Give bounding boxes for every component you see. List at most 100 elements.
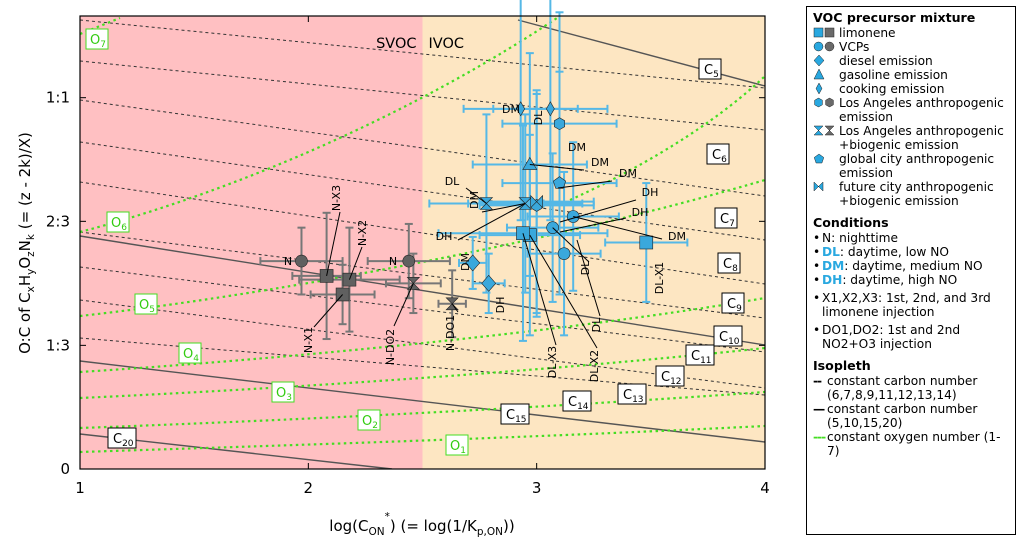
bullet: • bbox=[813, 245, 821, 259]
carbon-isopleth-c10 bbox=[80, 235, 765, 346]
leader-line bbox=[393, 283, 414, 327]
label-vcp-dh: DH bbox=[436, 230, 453, 243]
carbon-isopleth-dashed bbox=[80, 299, 765, 389]
carbon-label-c5: C5 bbox=[698, 58, 722, 80]
oxygen-label-o5: O5 bbox=[134, 293, 158, 315]
data-point bbox=[557, 247, 571, 260]
carbon-isopleth-dashed bbox=[80, 181, 765, 285]
condition-code: N bbox=[822, 231, 832, 245]
carbon-isopleth-dashed bbox=[80, 266, 765, 353]
condition-desc: : nighttime bbox=[831, 231, 898, 245]
legend-label: Los Angeles anthropogenic +biogenic emis… bbox=[839, 124, 1004, 152]
label-limonene-dl-x1: DL-X1 bbox=[653, 262, 666, 294]
carbon-isopleth-dashed bbox=[80, 231, 765, 319]
svg-text:C15: C15 bbox=[506, 408, 527, 425]
legend-hourglass-pair-icon bbox=[813, 125, 835, 136]
condition-code: DH bbox=[822, 273, 843, 287]
oxygen-isopleth-o2 bbox=[80, 390, 765, 430]
x-tick-label: 4 bbox=[760, 479, 770, 497]
label-laab-dl: DL bbox=[445, 175, 460, 188]
plot-frame bbox=[79, 15, 766, 470]
legend-label: limonene bbox=[839, 26, 896, 40]
y-tick-label: 0 bbox=[60, 460, 70, 478]
leader-line bbox=[457, 203, 526, 241]
injection-text: DO1,DO2: 1st and 2nd NO2+O3 injection bbox=[822, 323, 961, 351]
legend-item: cooking emission bbox=[813, 82, 1009, 96]
condition-desc: : daytime, medium NO bbox=[844, 259, 983, 273]
condition-desc: : daytime, high NO bbox=[842, 273, 958, 287]
data-point bbox=[553, 117, 566, 131]
svg-text:O1: O1 bbox=[450, 439, 466, 456]
svg-text:C6: C6 bbox=[712, 148, 727, 165]
svg-text:O5: O5 bbox=[139, 298, 155, 315]
svg-text:C10: C10 bbox=[719, 330, 740, 347]
svg-text:C13: C13 bbox=[623, 388, 644, 405]
condition-item: • DM: daytime, medium NO bbox=[813, 259, 1009, 273]
svg-text:O6: O6 bbox=[111, 216, 127, 233]
label-laa-dm: DM bbox=[568, 141, 586, 154]
legend-bowtie-icon bbox=[813, 181, 824, 192]
carbon-label-c7: C7 bbox=[714, 207, 738, 229]
carbon-label-c9: C9 bbox=[721, 292, 745, 314]
carbon-isopleth-dashed bbox=[80, 60, 765, 131]
legend-marker bbox=[813, 152, 839, 166]
legend-marker bbox=[813, 68, 839, 82]
leader-line bbox=[326, 211, 341, 277]
injection-note: • X1,X2,X3: 1st, 2nd, and 3rd limonene in… bbox=[813, 291, 1009, 319]
legend-label: VCPs bbox=[839, 40, 870, 54]
svg-text:C14: C14 bbox=[568, 395, 589, 412]
legend-label: cooking emission bbox=[839, 82, 945, 96]
legend-label: diesel emission bbox=[839, 54, 933, 68]
condition-item: • N: nighttime bbox=[813, 231, 1009, 245]
y-tick-label: 1:3 bbox=[46, 336, 70, 354]
label-limonene-dl-x3: DL-X3 bbox=[546, 346, 559, 378]
legend-item: Los Angeles anthropogenic +biogenic emis… bbox=[813, 124, 1009, 152]
label-laab-n-do1: N-DO1 bbox=[444, 315, 457, 351]
leader-line bbox=[552, 227, 590, 263]
legend-label: gasoline emission bbox=[839, 68, 948, 82]
label-limonene-dl-x2: DL-X2 bbox=[588, 350, 601, 382]
label-vcp-dl2: DL bbox=[590, 317, 603, 332]
region-label-svoc: SVOC bbox=[376, 36, 416, 52]
oxygen-label-o4: O4 bbox=[178, 342, 202, 364]
data-point bbox=[295, 254, 308, 268]
leader-line bbox=[529, 234, 598, 349]
conditions-title: Conditions bbox=[813, 215, 889, 230]
leader-line bbox=[481, 203, 526, 213]
region-svoc bbox=[80, 16, 423, 469]
oxygen-isopleth-o4 bbox=[80, 296, 765, 374]
legend-marker bbox=[813, 40, 839, 54]
carbon-label-c11: C11 bbox=[685, 344, 715, 366]
oxygen-isopleth-o3 bbox=[80, 346, 765, 400]
legend-item: limonene bbox=[813, 26, 1009, 40]
carbon-label-c20: C20 bbox=[107, 427, 137, 449]
isopleth-legend-label: constant carbon number (5,10,15,20) bbox=[827, 402, 978, 430]
injection-note: • DO1,DO2: 1st and 2nd NO2+O3 injection bbox=[813, 323, 1009, 351]
label-cooking-dm: DM bbox=[502, 103, 520, 116]
label-diesel-dh: DH bbox=[494, 297, 507, 314]
y-axis-label: O:C of CxHyOzNk (= (z - 2k)/X) bbox=[16, 132, 37, 354]
bullet: • bbox=[813, 231, 821, 245]
oxygen-isopleth-o6 bbox=[80, 16, 561, 234]
leader-line bbox=[313, 294, 343, 328]
label-diesel-dm: DM bbox=[459, 253, 472, 271]
isopleth-legend-item: --- constant oxygen number (1-7) bbox=[813, 430, 1009, 458]
label-gasoline-dm: DM bbox=[591, 156, 609, 169]
leader-line bbox=[559, 199, 637, 223]
legend-triangle-icon bbox=[813, 68, 825, 80]
data-point bbox=[481, 274, 497, 292]
data-point bbox=[530, 194, 543, 209]
isopleth-line-icon: — bbox=[813, 402, 825, 416]
isopleth-title: Isopleth bbox=[813, 358, 871, 373]
x-tick-label: 1 bbox=[75, 479, 85, 497]
label-vcp-n1: N bbox=[284, 255, 292, 268]
svg-text:O4: O4 bbox=[183, 347, 199, 364]
carbon-label-c6: C6 bbox=[706, 143, 730, 165]
bullet: • bbox=[813, 273, 821, 287]
legend-diamond-icon bbox=[813, 54, 825, 67]
label-limonene-n-x1: N-X1 bbox=[302, 327, 315, 353]
data-point bbox=[522, 156, 538, 170]
legend-item: global city anthropogenic emission bbox=[813, 152, 1009, 180]
leader-line bbox=[529, 164, 585, 171]
x-tick-label: 2 bbox=[304, 479, 314, 497]
